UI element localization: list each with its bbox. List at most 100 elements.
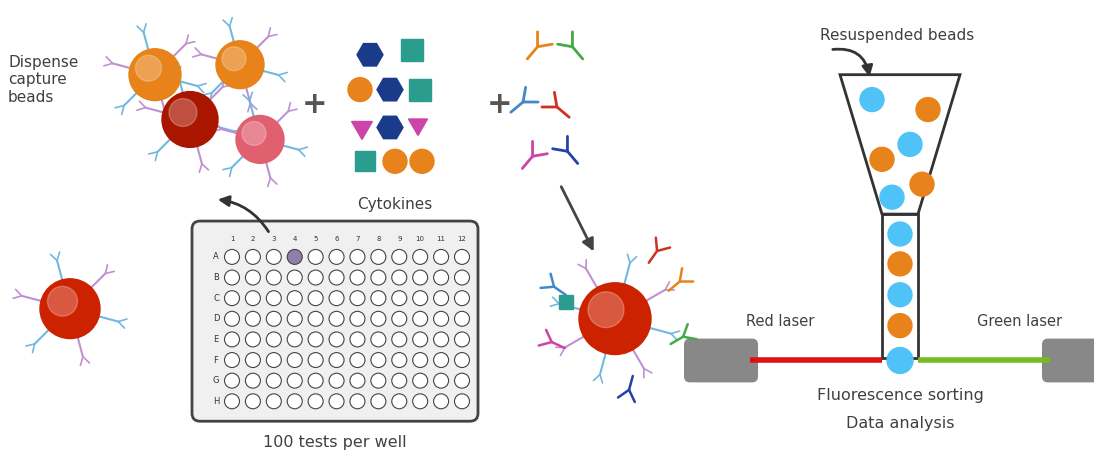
Circle shape (412, 332, 428, 347)
Circle shape (224, 270, 240, 285)
Circle shape (412, 394, 428, 409)
Polygon shape (357, 44, 383, 66)
Circle shape (888, 252, 912, 276)
Circle shape (288, 291, 302, 306)
Circle shape (136, 55, 162, 81)
Circle shape (350, 332, 365, 347)
Circle shape (245, 394, 260, 409)
Text: 2: 2 (251, 236, 255, 242)
Text: F: F (213, 355, 219, 365)
Circle shape (245, 373, 260, 388)
Circle shape (392, 249, 407, 264)
Polygon shape (377, 79, 403, 101)
Circle shape (350, 270, 365, 285)
Circle shape (309, 249, 323, 264)
Text: C: C (213, 294, 219, 303)
Circle shape (433, 332, 449, 347)
Circle shape (412, 353, 428, 368)
Circle shape (329, 394, 344, 409)
Circle shape (433, 270, 449, 285)
Text: G: G (212, 376, 219, 385)
Circle shape (433, 373, 449, 388)
Circle shape (216, 41, 264, 89)
Circle shape (245, 291, 260, 306)
Circle shape (266, 270, 281, 285)
Circle shape (454, 394, 469, 409)
Circle shape (40, 279, 100, 339)
Circle shape (910, 172, 934, 196)
Circle shape (412, 311, 428, 326)
Polygon shape (408, 119, 428, 135)
Circle shape (454, 353, 469, 368)
Polygon shape (377, 116, 403, 138)
Circle shape (392, 373, 407, 388)
Circle shape (371, 249, 386, 264)
Circle shape (392, 332, 407, 347)
Circle shape (162, 92, 218, 148)
Bar (882, 214, 918, 359)
Text: B: B (213, 273, 219, 282)
Circle shape (309, 373, 323, 388)
Circle shape (888, 283, 912, 307)
Circle shape (129, 49, 181, 101)
Bar (401, 39, 423, 61)
Circle shape (392, 353, 407, 368)
Circle shape (392, 311, 407, 326)
Text: E: E (213, 335, 219, 344)
Circle shape (410, 149, 434, 173)
Circle shape (224, 291, 240, 306)
Circle shape (224, 353, 240, 368)
Circle shape (309, 270, 323, 285)
Circle shape (266, 373, 281, 388)
Circle shape (266, 291, 281, 306)
Circle shape (350, 373, 365, 388)
Circle shape (412, 291, 428, 306)
Circle shape (392, 291, 407, 306)
Circle shape (47, 286, 78, 316)
Circle shape (222, 47, 246, 71)
Text: Resuspended beads: Resuspended beads (820, 28, 975, 43)
Circle shape (371, 291, 386, 306)
Circle shape (288, 311, 302, 326)
Circle shape (266, 353, 281, 368)
Circle shape (224, 249, 240, 264)
Circle shape (266, 394, 281, 409)
Circle shape (433, 291, 449, 306)
Text: D: D (212, 314, 219, 323)
FancyBboxPatch shape (684, 339, 758, 382)
Circle shape (236, 115, 284, 163)
Text: H: H (213, 397, 219, 406)
Text: 8: 8 (376, 236, 381, 242)
Circle shape (224, 394, 240, 409)
Circle shape (371, 332, 386, 347)
Circle shape (392, 394, 407, 409)
Circle shape (288, 249, 302, 264)
Circle shape (266, 249, 281, 264)
Circle shape (329, 373, 344, 388)
Circle shape (880, 185, 904, 209)
Circle shape (224, 311, 240, 326)
Circle shape (587, 292, 624, 328)
Circle shape (309, 353, 323, 368)
Circle shape (288, 373, 302, 388)
Circle shape (224, 373, 240, 388)
Circle shape (454, 332, 469, 347)
Circle shape (870, 148, 894, 171)
Circle shape (350, 394, 365, 409)
Circle shape (350, 353, 365, 368)
Text: 10: 10 (416, 236, 424, 242)
Text: 9: 9 (397, 236, 401, 242)
Circle shape (860, 88, 884, 112)
Text: Green laser: Green laser (977, 314, 1062, 329)
Bar (559, 295, 573, 309)
Text: 4: 4 (292, 236, 296, 242)
Circle shape (371, 394, 386, 409)
Circle shape (350, 291, 365, 306)
Circle shape (454, 373, 469, 388)
Circle shape (412, 249, 428, 264)
Bar (354, 151, 375, 171)
Circle shape (916, 98, 940, 122)
Circle shape (329, 291, 344, 306)
Circle shape (392, 270, 407, 285)
Circle shape (371, 353, 386, 368)
